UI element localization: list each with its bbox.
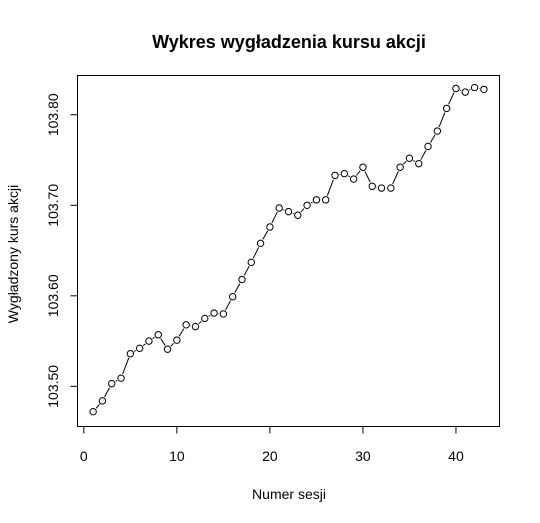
connector-segment — [271, 211, 278, 224]
data-point-40 — [452, 84, 460, 93]
data-point-38 — [433, 127, 442, 135]
connector-segment — [115, 380, 118, 382]
data-point-20 — [266, 223, 274, 231]
data-point-26 — [322, 196, 330, 204]
connector-segment — [392, 171, 399, 185]
data-point-25 — [312, 196, 321, 204]
connector-segment — [122, 357, 130, 375]
connector-segment — [429, 134, 436, 143]
connector-segment — [95, 403, 100, 409]
connector-segment — [198, 321, 202, 325]
connector-segments — [95, 87, 480, 409]
connector-segment — [208, 314, 211, 317]
data-point-21 — [275, 204, 283, 212]
data-point-15 — [219, 310, 228, 318]
connector-segment — [104, 387, 111, 398]
connector-segment — [262, 230, 269, 240]
data-point-11 — [182, 321, 190, 329]
y-axis-label: Wygładzony kurs akcji — [5, 185, 21, 323]
data-point-6 — [135, 344, 144, 353]
connector-segment — [170, 342, 174, 347]
data-point-24 — [303, 201, 311, 209]
y-tick-label: 103.60 — [45, 274, 61, 317]
connector-segment — [160, 338, 166, 346]
x-tick-label: 40 — [448, 448, 464, 464]
x-axis: 0 10 20 30 40 — [80, 426, 464, 464]
x-tick-label: 0 — [80, 448, 88, 464]
connector-segment — [310, 201, 313, 204]
data-point-17 — [238, 275, 246, 284]
x-tick-label: 20 — [262, 448, 278, 464]
data-point-16 — [228, 293, 237, 301]
data-point-10 — [173, 336, 181, 344]
data-point-22 — [284, 207, 293, 216]
chart-title: Wykres wygładzenia kursu akcji — [152, 32, 426, 52]
data-point-13 — [201, 314, 209, 323]
data-point-35 — [405, 154, 414, 162]
connector-segment — [152, 336, 155, 339]
data-point-37 — [424, 142, 432, 151]
data-point-14 — [210, 309, 218, 317]
connector-segment — [178, 328, 185, 337]
data-point-32 — [377, 184, 386, 192]
data-point-36 — [415, 159, 423, 168]
data-point-1 — [89, 407, 97, 416]
y-axis: 103.50 103.60 103.70 103.80 — [45, 93, 78, 408]
data-points — [89, 83, 488, 416]
x-tick-label: 30 — [355, 448, 371, 464]
data-point-42 — [470, 83, 479, 92]
connector-segment — [133, 350, 137, 352]
y-tick-label: 103.80 — [45, 93, 61, 136]
data-point-12 — [191, 322, 200, 331]
connector-segment — [347, 175, 350, 178]
data-point-31 — [368, 182, 376, 190]
data-point-29 — [349, 175, 358, 183]
data-point-2 — [98, 397, 107, 405]
connector-segment — [142, 343, 146, 346]
data-point-9 — [163, 345, 172, 353]
data-point-27 — [331, 171, 339, 180]
connector-segment — [356, 170, 361, 176]
data-point-34 — [396, 163, 404, 171]
data-point-5 — [126, 350, 135, 358]
data-point-33 — [387, 184, 395, 192]
connector-segment — [234, 283, 241, 293]
x-tick-label: 10 — [169, 448, 185, 464]
connector-segment — [300, 208, 305, 213]
data-point-7 — [145, 337, 153, 345]
connector-segment — [403, 160, 407, 165]
data-point-43 — [480, 85, 488, 94]
data-point-39 — [442, 104, 451, 113]
connector-segment — [326, 179, 334, 196]
data-point-19 — [256, 239, 265, 248]
data-point-28 — [340, 169, 349, 178]
data-point-30 — [359, 163, 367, 171]
connector-segment — [469, 89, 471, 91]
data-point-3 — [108, 379, 116, 388]
data-point-23 — [294, 211, 302, 219]
connector-segment — [225, 300, 231, 311]
data-point-8 — [154, 331, 162, 339]
data-point-18 — [247, 258, 255, 267]
connector-segment — [252, 247, 260, 259]
data-point-41 — [461, 88, 469, 96]
connector-segment — [413, 160, 416, 162]
data-point-4 — [117, 374, 125, 382]
connector-segment — [438, 112, 446, 128]
x-axis-label: Numer sesji — [252, 486, 326, 502]
connector-segment — [243, 266, 250, 276]
connector-segment — [420, 150, 427, 160]
y-tick-label: 103.70 — [45, 184, 61, 227]
connector-segment — [364, 171, 371, 183]
connector-segment — [448, 92, 455, 105]
y-tick-label: 103.50 — [45, 365, 61, 408]
